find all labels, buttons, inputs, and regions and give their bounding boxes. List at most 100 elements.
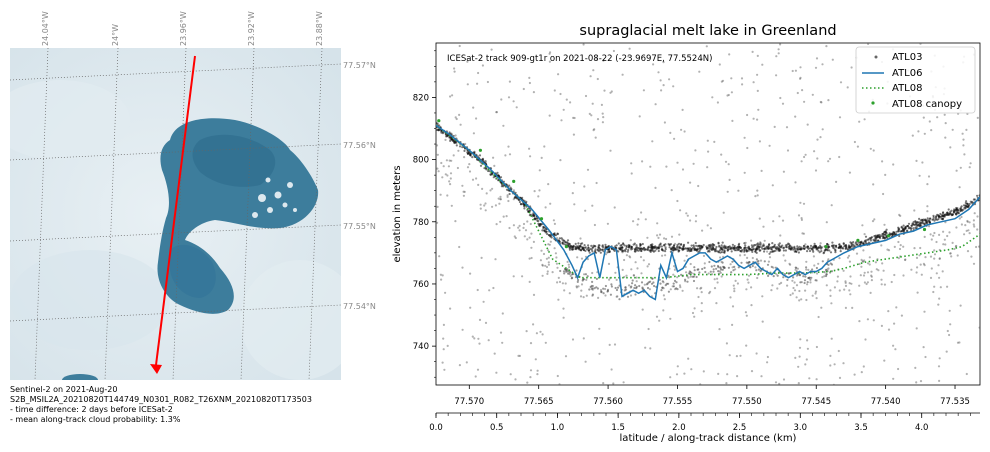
x-tick-label: 77.555 bbox=[663, 397, 693, 407]
atl03-photon bbox=[733, 246, 736, 249]
atl03-photon bbox=[837, 246, 840, 249]
atl03-photon bbox=[657, 246, 660, 249]
atl03-photon bbox=[654, 186, 657, 189]
atl03-photon bbox=[476, 288, 479, 292]
atl03-photon bbox=[522, 222, 526, 226]
atl03-photon bbox=[537, 195, 540, 198]
x-tick-label: 77.560 bbox=[593, 397, 623, 407]
atl03-photon bbox=[553, 222, 557, 225]
atl03-photon bbox=[560, 119, 563, 122]
atl03-photon bbox=[450, 159, 453, 162]
atl03-photon bbox=[628, 284, 631, 287]
atl03-photon bbox=[521, 275, 524, 278]
atl03-photon bbox=[752, 81, 755, 84]
map-graticule bbox=[10, 48, 341, 380]
atl03-photon bbox=[689, 275, 692, 278]
atl03-photon bbox=[703, 266, 706, 269]
atl03-photon bbox=[766, 250, 769, 253]
atl03-photon bbox=[700, 310, 703, 313]
atl03-photon bbox=[559, 92, 562, 96]
atl03-photon bbox=[499, 195, 502, 198]
atl03-photon bbox=[870, 274, 873, 277]
atl03-photon bbox=[978, 326, 980, 329]
atl03-photon bbox=[720, 268, 723, 271]
atl03-photon bbox=[604, 287, 607, 291]
atl03-photon bbox=[528, 147, 531, 150]
atl03-photon bbox=[505, 215, 508, 218]
atl03-photon bbox=[928, 221, 932, 224]
atl03-photon bbox=[544, 264, 547, 267]
atl03-photon bbox=[884, 236, 887, 239]
atl03-photon bbox=[799, 338, 802, 341]
atl03-photon bbox=[493, 352, 496, 355]
atl03-photon bbox=[561, 242, 564, 245]
atl03-photon bbox=[463, 156, 466, 159]
atl03-photon bbox=[728, 53, 731, 56]
atl03-photon bbox=[965, 128, 968, 131]
atl03-photon bbox=[638, 284, 641, 288]
atl03-photon bbox=[855, 252, 859, 255]
atl03-photon bbox=[749, 266, 752, 269]
atl03-photon bbox=[870, 236, 874, 239]
atl03-photon bbox=[665, 165, 668, 168]
atl03-photon bbox=[670, 189, 673, 192]
atl03-photon bbox=[891, 233, 894, 236]
atl03-photon bbox=[522, 87, 525, 91]
atl03-photon bbox=[758, 217, 761, 220]
atl03-photon bbox=[963, 233, 966, 236]
atl03-photon bbox=[877, 269, 880, 272]
atl03-photon bbox=[781, 219, 785, 222]
atl03-photon bbox=[662, 294, 666, 297]
atl03-photon bbox=[919, 219, 922, 222]
atl03-photon bbox=[446, 174, 449, 177]
atl03-photon bbox=[709, 290, 712, 293]
atl03-photon bbox=[441, 274, 444, 277]
atl03-photon bbox=[667, 274, 670, 277]
atl03-photon bbox=[663, 298, 666, 301]
atl03-photon bbox=[804, 275, 807, 278]
atl03-photon bbox=[968, 202, 971, 206]
atl03-photon bbox=[623, 249, 626, 252]
atl03-photon bbox=[786, 278, 789, 281]
atl03-photon bbox=[608, 278, 611, 281]
lon-label: 24.04°W bbox=[41, 11, 50, 46]
atl03-photon bbox=[829, 289, 832, 292]
atl03-photon bbox=[791, 292, 794, 295]
atl03-photon bbox=[630, 162, 633, 165]
atl03-photon bbox=[541, 229, 544, 232]
atl03-photon bbox=[596, 249, 599, 252]
atl03-photon bbox=[667, 242, 670, 246]
atl03-photon bbox=[448, 159, 451, 162]
atl03-photon bbox=[548, 52, 551, 55]
atl03-photon bbox=[820, 246, 824, 249]
atl03-photon bbox=[582, 337, 585, 340]
atl03-photon bbox=[571, 338, 575, 341]
atl03-photon bbox=[797, 251, 801, 254]
atl03-photon bbox=[721, 261, 724, 264]
atl03-photon bbox=[622, 381, 625, 384]
atl03-photon bbox=[478, 154, 482, 157]
atl03-photon bbox=[705, 245, 708, 248]
atl03-photon bbox=[471, 335, 474, 338]
atl03-photon bbox=[804, 363, 807, 366]
atl03-photon bbox=[914, 226, 917, 229]
atl03-photon bbox=[866, 271, 870, 274]
atl03-photon bbox=[969, 162, 972, 165]
atl03-photon bbox=[924, 221, 928, 224]
atl03-photon bbox=[948, 309, 951, 312]
atl03-photon bbox=[492, 286, 495, 290]
atl03-photon bbox=[943, 238, 946, 241]
atl03-photon bbox=[960, 223, 964, 226]
atl03-photon bbox=[690, 249, 693, 252]
atl03-photon bbox=[446, 344, 449, 347]
atl03-photon bbox=[743, 136, 746, 139]
atl03-photon bbox=[796, 267, 800, 270]
atl03-photon bbox=[959, 304, 962, 307]
atl03-photon bbox=[608, 250, 611, 254]
atl03-photon bbox=[782, 249, 786, 252]
atl03-photon bbox=[730, 271, 733, 274]
atl03-photon bbox=[584, 94, 588, 98]
atl03-photon bbox=[785, 126, 789, 129]
atl03-photon bbox=[863, 118, 866, 121]
atl03-photon bbox=[973, 212, 976, 215]
